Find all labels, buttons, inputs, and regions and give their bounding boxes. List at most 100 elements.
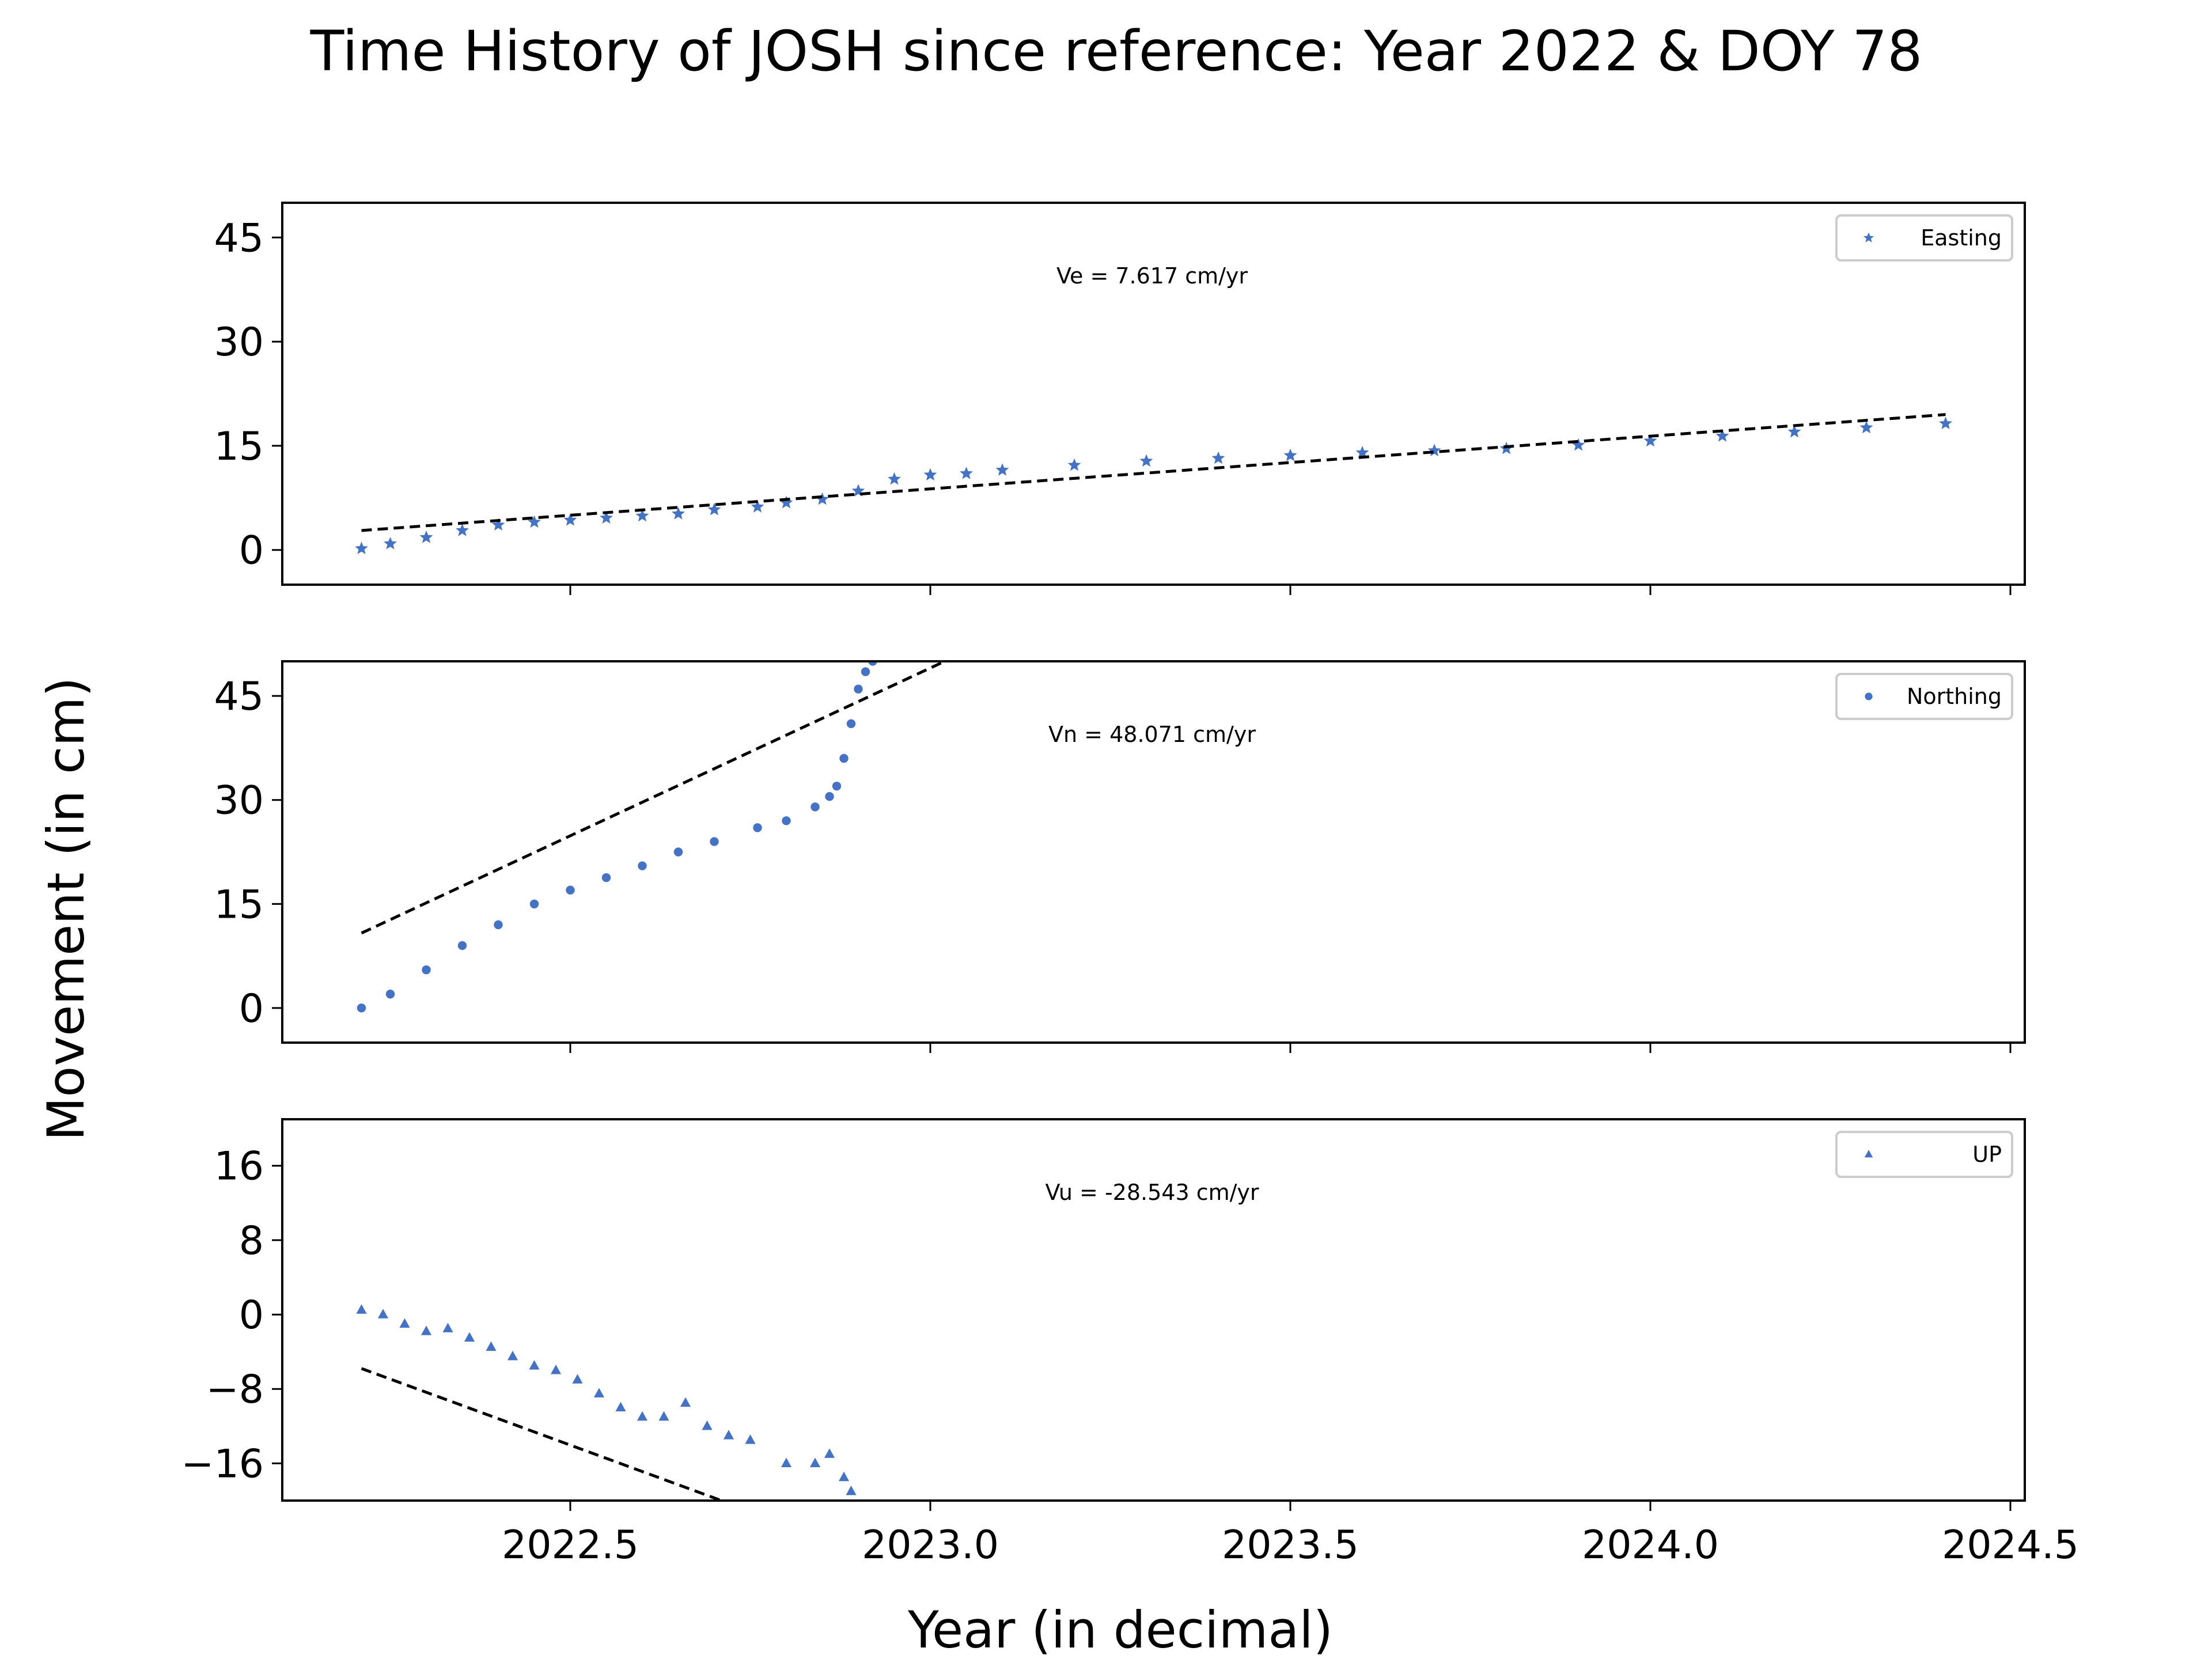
data-point-easting	[851, 484, 865, 497]
fit-line-up	[361, 1367, 722, 1501]
data-point-northing	[385, 990, 395, 999]
data-point-up	[572, 1374, 583, 1384]
data-point-easting	[1355, 446, 1369, 459]
data-point-up	[824, 1448, 835, 1458]
data-point-up	[702, 1420, 713, 1430]
data-point-easting	[1715, 429, 1729, 442]
data-point-easting	[1859, 421, 1873, 434]
data-point-easting	[1067, 458, 1081, 471]
data-point-up	[399, 1318, 410, 1328]
panel-up: −16 −8 0 8 16 2022.5 2023.0 2023.5 2024.0 2024.5 V…	[181, 1118, 2079, 1568]
velocity-annotation-up: Vu = -28.543 cm/yr	[1045, 1180, 1259, 1205]
data-point-northing	[601, 873, 611, 882]
data-point-easting	[1211, 451, 1225, 464]
data-point-up	[615, 1402, 626, 1412]
data-point-easting	[1643, 434, 1657, 447]
axes-frame-easting	[281, 202, 2026, 586]
data-point-up	[838, 1471, 850, 1482]
legend-box-northing	[1835, 673, 2013, 720]
data-points-up	[356, 1304, 857, 1495]
data-point-northing	[861, 667, 870, 676]
data-point-up	[529, 1359, 540, 1370]
legend-box-up	[1835, 1131, 2013, 1178]
y-axis-label: Movement (in cm)	[36, 677, 96, 1141]
y-tick-label-easting: 45	[214, 215, 264, 261]
data-point-up	[550, 1365, 562, 1374]
axes-frame-up	[281, 1118, 2026, 1502]
data-point-northing	[825, 792, 834, 801]
data-point-easting	[456, 524, 469, 536]
data-point-northing	[494, 920, 503, 930]
data-point-up	[637, 1411, 648, 1421]
legend-marker-easting	[1863, 232, 1874, 243]
data-point-easting	[1427, 444, 1441, 457]
y-tick-label-easting: 15	[214, 424, 264, 469]
data-point-easting	[779, 495, 793, 509]
data-point-easting	[1139, 454, 1153, 467]
data-point-easting	[816, 492, 829, 505]
legend-box-easting	[1835, 214, 2013, 262]
velocity-annotation-easting: Ve = 7.617 cm/yr	[1056, 263, 1248, 289]
data-point-easting	[1571, 438, 1585, 451]
legend-northing: Northing	[1835, 673, 2013, 720]
data-point-easting	[384, 536, 397, 550]
velocity-annotation-northing: Vn = 48.071 cm/yr	[1048, 722, 1256, 747]
data-point-northing	[710, 837, 719, 846]
axes-frame-northing	[281, 660, 2026, 1044]
y-tick-label-up: −8	[206, 1367, 264, 1412]
data-point-northing	[422, 965, 431, 975]
legend-marker-up	[1864, 1150, 1873, 1158]
x-axis-label: Year (in decimal)	[907, 1600, 1333, 1659]
data-point-easting	[528, 515, 541, 528]
data-point-easting	[1283, 448, 1297, 461]
x-tick-label: 2023.5	[1222, 1522, 1359, 1568]
y-tick-label-easting: 0	[239, 528, 264, 574]
panel-easting: 0 15 30 45 Ve = 7.617 cm/yr Easting	[214, 202, 2026, 595]
data-point-up	[507, 1350, 518, 1361]
data-point-easting	[888, 472, 901, 485]
data-point-easting	[491, 518, 505, 531]
data-point-up	[846, 1485, 857, 1495]
data-point-northing	[753, 823, 762, 832]
data-point-easting	[600, 511, 613, 524]
x-tick-label: 2022.5	[502, 1522, 639, 1568]
y-tick-label-northing: 45	[214, 674, 264, 719]
data-point-up	[464, 1332, 475, 1342]
data-point-up	[442, 1323, 453, 1332]
data-points-northing	[357, 661, 877, 1013]
y-tick-label-up: 8	[239, 1218, 264, 1264]
x-tick-label: 2024.0	[1582, 1522, 1719, 1568]
legend-up: UP	[1835, 1131, 2013, 1178]
fit-line-easting	[361, 413, 1946, 532]
data-point-northing	[638, 861, 647, 870]
data-point-northing	[810, 802, 820, 812]
data-point-up	[781, 1457, 792, 1468]
data-point-up	[356, 1304, 367, 1314]
data-point-northing	[566, 885, 575, 895]
data-point-up	[421, 1325, 432, 1335]
data-points-easting	[355, 416, 1952, 554]
data-point-northing	[846, 719, 856, 729]
data-point-easting	[672, 507, 685, 520]
y-tick-label-up: 16	[214, 1144, 264, 1190]
subplot-panels: 0 15 30 45 Ve = 7.617 cm/yr Easting 0 15 30 45 Vn …	[181, 202, 2079, 1568]
legend-label-up: UP	[1972, 1142, 2002, 1167]
data-point-northing	[457, 941, 467, 950]
data-point-easting	[355, 541, 368, 554]
data-point-easting	[923, 468, 937, 481]
data-point-up	[745, 1434, 756, 1444]
data-point-northing	[782, 816, 791, 825]
data-point-easting	[995, 463, 1009, 476]
x-tick-label: 2023.0	[862, 1522, 999, 1568]
legend-easting: Easting	[1835, 214, 2013, 262]
data-point-up	[593, 1388, 605, 1397]
data-point-northing	[673, 847, 683, 857]
x-tick-label: 2024.5	[1942, 1522, 2079, 1568]
y-tick-label-easting: 30	[214, 320, 264, 365]
y-tick-label-up: −16	[181, 1441, 264, 1487]
data-point-northing	[832, 781, 842, 791]
data-point-up	[658, 1411, 669, 1421]
data-point-up	[809, 1457, 821, 1468]
data-point-northing	[529, 899, 539, 908]
